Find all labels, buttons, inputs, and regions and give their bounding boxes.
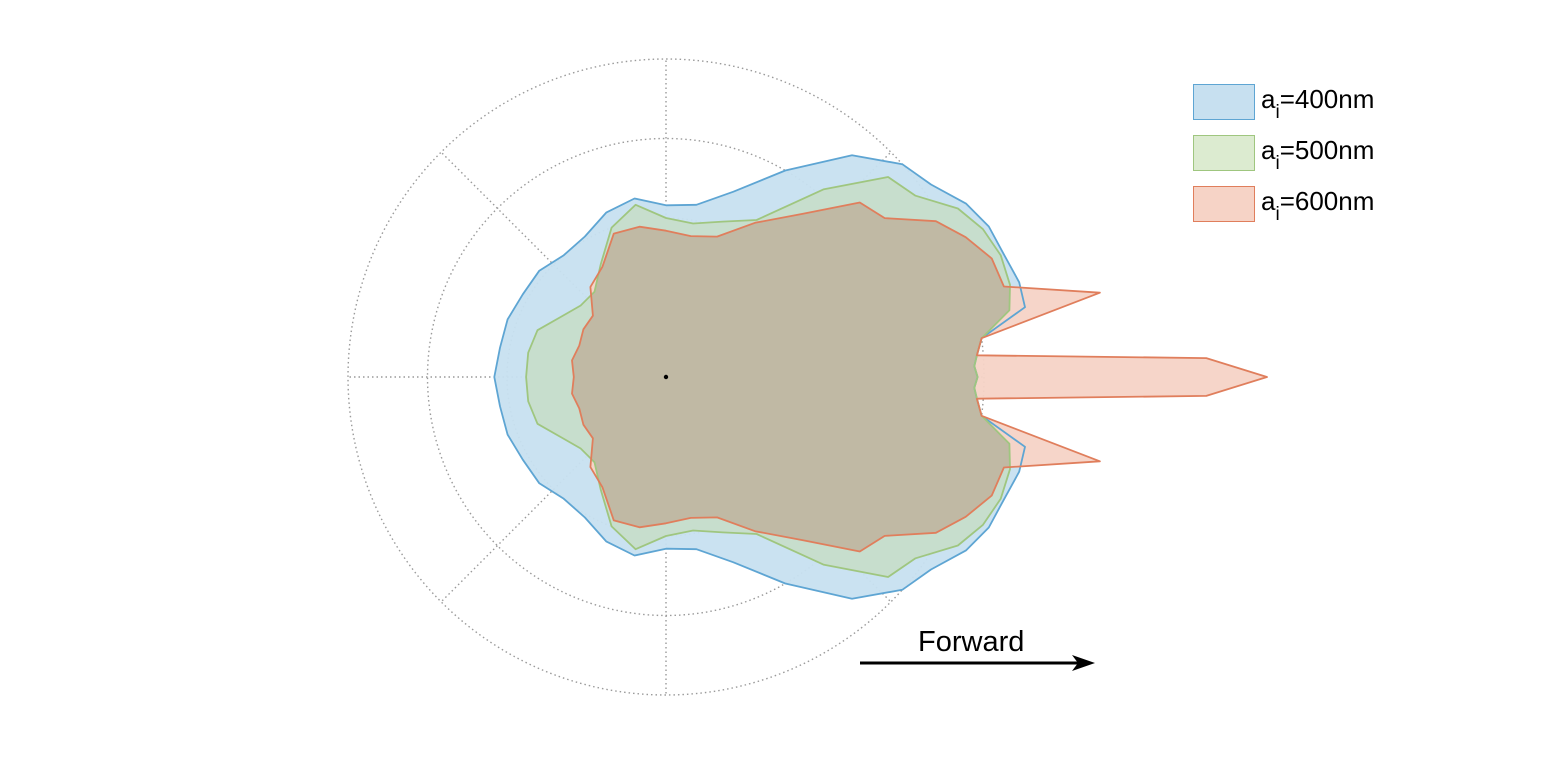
forward-label: Forward	[918, 626, 1025, 658]
series-outline-400nm	[493, 154, 1026, 600]
forward-arrow	[860, 655, 1095, 671]
legend-swatch-400nm	[1193, 84, 1255, 120]
overlap-layer	[572, 202, 1010, 552]
legend-swatch-500nm	[1193, 135, 1255, 171]
legend-label-600nm: ai=600nm	[1261, 186, 1375, 225]
origin-dot	[663, 374, 669, 380]
legend-label-500nm: ai=500nm	[1261, 135, 1375, 174]
legend-label-400nm: ai=400nm	[1261, 84, 1375, 123]
overlap-area	[572, 202, 1010, 552]
series-outline-600nm	[571, 201, 1268, 553]
legend-swatch-600nm	[1193, 186, 1255, 222]
outline-layer	[493, 154, 1268, 600]
series-outline-500nm	[525, 176, 1011, 578]
